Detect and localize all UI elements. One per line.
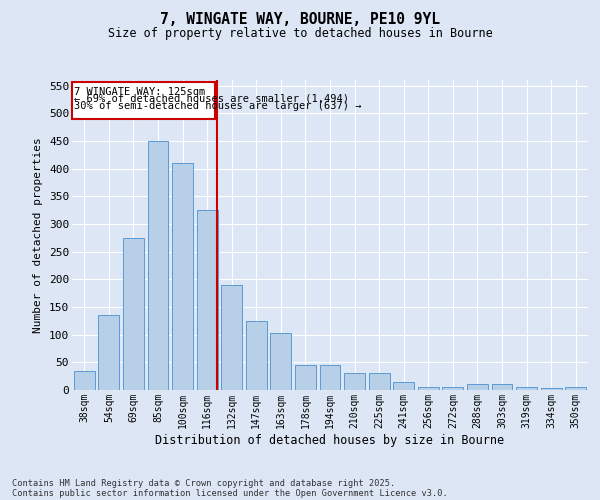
Bar: [491, 384, 512, 390]
Bar: [172, 163, 193, 390]
Bar: [467, 384, 488, 390]
Bar: [516, 387, 537, 390]
Text: ← 69% of detached houses are smaller (1,494): ← 69% of detached houses are smaller (1,…: [74, 94, 349, 104]
Bar: [418, 387, 439, 390]
Bar: [442, 387, 463, 390]
Bar: [368, 374, 389, 390]
Text: 7 WINGATE WAY: 125sqm: 7 WINGATE WAY: 125sqm: [74, 86, 206, 97]
X-axis label: Distribution of detached houses by size in Bourne: Distribution of detached houses by size …: [155, 434, 505, 446]
Text: 7, WINGATE WAY, BOURNE, PE10 9YL: 7, WINGATE WAY, BOURNE, PE10 9YL: [160, 12, 440, 28]
Bar: [221, 285, 242, 390]
Bar: [197, 210, 218, 390]
FancyBboxPatch shape: [72, 82, 215, 118]
Bar: [565, 387, 586, 390]
Bar: [98, 316, 119, 390]
Bar: [74, 370, 95, 390]
Bar: [541, 388, 562, 390]
Text: Contains HM Land Registry data © Crown copyright and database right 2025.: Contains HM Land Registry data © Crown c…: [12, 478, 395, 488]
Text: Contains public sector information licensed under the Open Government Licence v3: Contains public sector information licen…: [12, 488, 448, 498]
Bar: [344, 374, 365, 390]
Bar: [320, 365, 340, 390]
Bar: [295, 364, 316, 390]
Bar: [393, 382, 414, 390]
Text: 30% of semi-detached houses are larger (637) →: 30% of semi-detached houses are larger (…: [74, 101, 362, 111]
Text: Size of property relative to detached houses in Bourne: Size of property relative to detached ho…: [107, 28, 493, 40]
Bar: [246, 321, 267, 390]
Y-axis label: Number of detached properties: Number of detached properties: [34, 137, 43, 333]
Bar: [123, 238, 144, 390]
Bar: [148, 141, 169, 390]
Bar: [271, 333, 292, 390]
